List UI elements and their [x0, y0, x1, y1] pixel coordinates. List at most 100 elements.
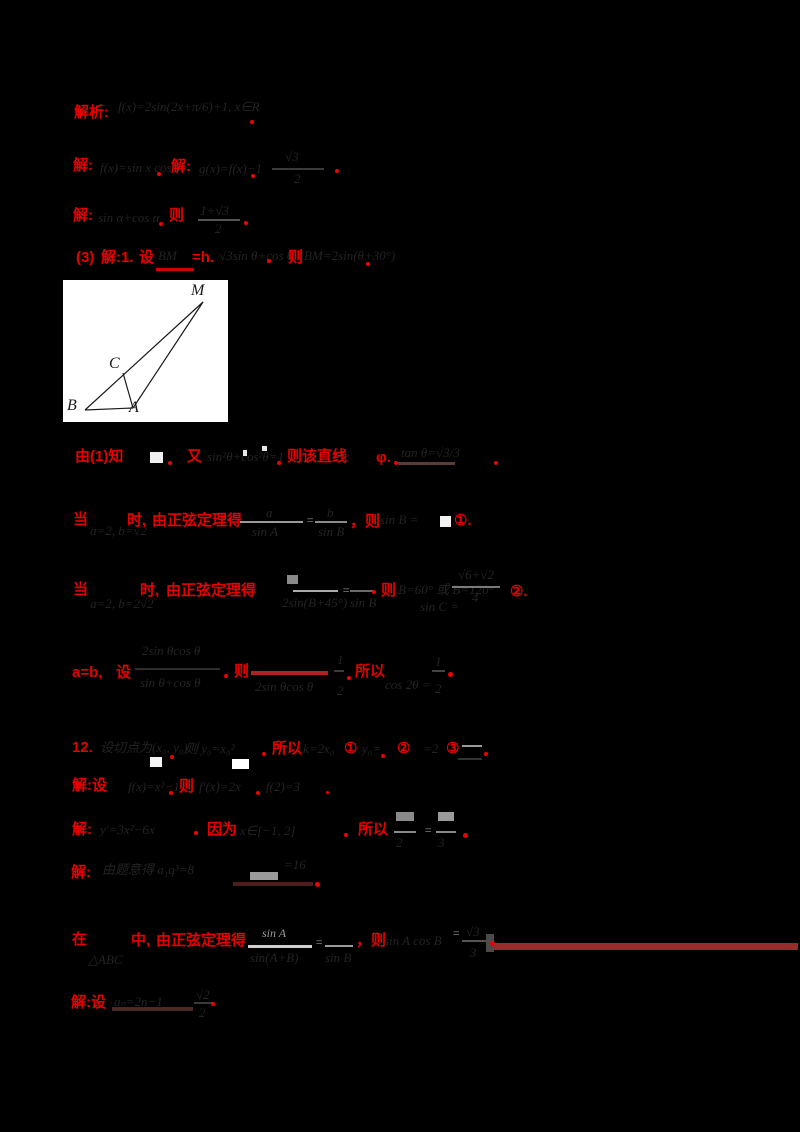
- faint-math-run: B=60° 或 B=120°: [398, 582, 494, 597]
- red-period-dot: [448, 672, 453, 677]
- fraction-bar: [458, 758, 482, 760]
- white-patch: [150, 757, 162, 767]
- fraction-bar: [315, 521, 347, 523]
- underline-mark: [398, 462, 455, 465]
- red-solution-label: 解:: [72, 821, 92, 838]
- vertex-label-b: B: [67, 397, 77, 414]
- faint-fraction-numerator: √2: [196, 987, 210, 1002]
- faint-fraction-denominator: 2: [215, 221, 222, 236]
- triangle-figure: M C B A: [63, 280, 228, 422]
- faint-fraction-denominator: sin B: [318, 524, 345, 539]
- faint-math-run: f(x)=2sin(2x+π/6)+1, x∈R: [118, 99, 260, 114]
- white-patch: [440, 516, 451, 527]
- fraction-bar: [334, 670, 344, 672]
- lightgray-numerator: sin A: [262, 926, 287, 940]
- faint-math-run: 设切点为(x₀, y₀): [100, 740, 188, 755]
- faint-math-run: x∈[−1, 2]: [240, 823, 296, 838]
- faint-math-run: √3sin θ+cos θ: [219, 248, 294, 263]
- faint-math-run: f(x)=x²−1: [128, 779, 180, 794]
- faint-fraction-denominator: 2: [435, 681, 442, 696]
- faint-math-run: g(x)=f(x)−1: [199, 161, 263, 176]
- red-then-label: ，则: [350, 513, 381, 530]
- faint-fraction-denominator: 3: [470, 945, 477, 960]
- red-period-dot: [168, 461, 172, 465]
- faint-fraction-denominator: 3: [438, 835, 445, 850]
- vertex-label-a: A: [129, 399, 139, 416]
- faint-math-run: aₙ=2n−1: [114, 994, 163, 1009]
- red-solution-label: 解:: [73, 157, 93, 174]
- gray-patch: [438, 812, 454, 821]
- fraction-bar: [198, 219, 240, 221]
- underline-mark: [156, 268, 194, 271]
- faint-math-run: =2: [423, 741, 439, 756]
- red-solution-label: 解:设: [72, 777, 107, 794]
- vertex-label-c: C: [109, 355, 120, 372]
- red-solution-label: 解:: [71, 864, 91, 881]
- red-period-dot: [262, 752, 266, 756]
- red-reference-label: 由(1)知: [75, 448, 124, 465]
- red-then-label: ，则: [356, 932, 387, 949]
- faint-math-run: sin A cos B: [384, 933, 442, 948]
- faint-math-run: 由题意得 a₁q³=8: [102, 862, 194, 877]
- red-tag-run: ③: [446, 740, 460, 757]
- long-reference-line: [494, 943, 798, 950]
- red-period-dot: [335, 169, 339, 173]
- fraction-bar: [452, 586, 500, 588]
- red-law-of-sines-label: 由正弦定理得: [152, 512, 243, 529]
- gray-patch: [396, 812, 414, 821]
- red-then-label: 则: [169, 207, 185, 224]
- red-so-label: 所以: [355, 663, 386, 680]
- faint-fraction-denominator: 2sin(B+45°): [282, 595, 348, 610]
- fraction-bar: [248, 945, 312, 948]
- fraction-bar: [436, 831, 456, 833]
- red-comma-dot: [490, 941, 495, 946]
- red-so-label: 所以: [358, 821, 389, 838]
- faint-math-run: cos 2θ =: [385, 677, 431, 692]
- faint-equals: =: [306, 513, 315, 527]
- red-math-run: =h.: [192, 249, 215, 266]
- red-then-label: 则: [381, 582, 397, 599]
- faint-math-run: BM=2sin(θ+30°): [304, 248, 396, 263]
- white-patch: [243, 450, 247, 456]
- red-period-dot: [494, 461, 498, 465]
- red-period-dot: [194, 831, 198, 835]
- faint-equals: =: [315, 935, 324, 949]
- red-tag-run: ②.: [510, 583, 528, 600]
- faint-fraction-denominator: 2: [294, 171, 301, 186]
- red-fraction-bar: [251, 671, 328, 675]
- red-period-dot: [315, 882, 320, 887]
- fraction-bar: [272, 168, 324, 170]
- red-set-label: 设: [139, 249, 155, 266]
- faint-math-run: f′(x)=2x: [199, 779, 241, 794]
- underline-mark: [233, 882, 313, 886]
- faint-fraction-denominator: sin θ+cos θ: [140, 675, 201, 690]
- red-also-label: 又: [187, 448, 203, 465]
- red-comma-dot: [169, 791, 173, 795]
- fraction-bar: [462, 940, 488, 942]
- red-law-of-sines-label: 由正弦定理得: [166, 582, 257, 599]
- faint-math-run: sin C =: [420, 599, 460, 614]
- red-period-dot: [484, 752, 488, 756]
- faint-equals: =: [342, 583, 351, 597]
- red-answer-label: 解:设: [71, 994, 106, 1011]
- faint-math-run: k=2x₀: [303, 741, 335, 756]
- faint-fraction-denominator: sin A: [252, 524, 279, 539]
- triangle-figure-drawing: [84, 301, 204, 411]
- red-period-dot: [157, 172, 161, 176]
- red-then-label: 则: [179, 778, 195, 795]
- fraction-bar: [350, 590, 375, 592]
- red-conclusion-label: 则该直线: [287, 448, 348, 465]
- faint-math-run: f(2)=3: [266, 779, 301, 794]
- faint-equals: =: [452, 926, 461, 940]
- red-math-run: φ.: [376, 449, 391, 466]
- red-case-label: 当: [73, 511, 89, 528]
- faint-fraction-numerator: 1: [435, 654, 442, 669]
- faint-equals: =: [424, 823, 433, 837]
- red-comma-dot: [347, 676, 351, 680]
- red-then-label: 则: [288, 249, 304, 266]
- faint-fraction-denominator: sin B: [350, 595, 377, 610]
- gray-patch: [250, 872, 278, 880]
- red-period-dot: [372, 590, 376, 594]
- faint-fraction-denominator: 2sin θcos θ: [255, 679, 314, 694]
